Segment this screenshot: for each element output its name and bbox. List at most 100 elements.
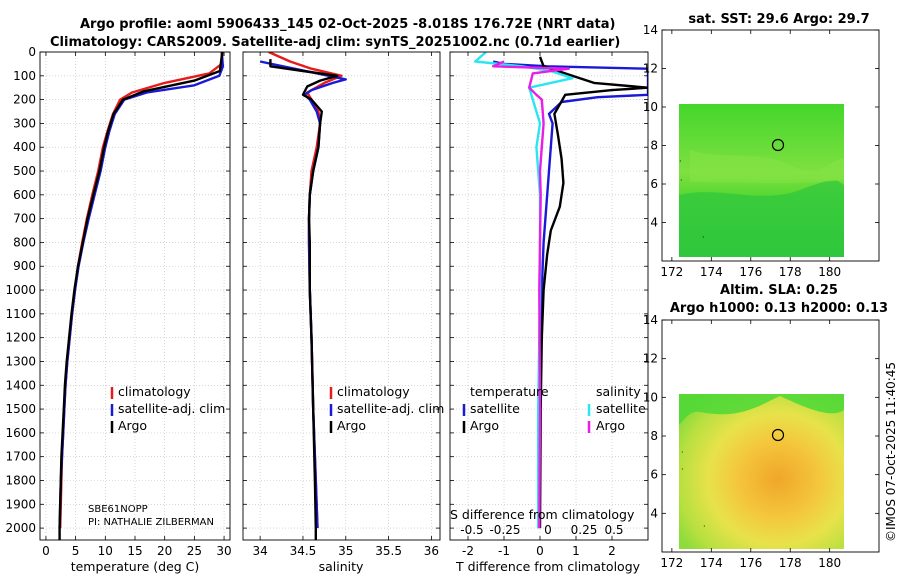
sla-map-title-1: Altim. SLA: 0.25 [720, 283, 838, 298]
y-tick-label: 0 [28, 45, 36, 59]
x-tick-label: 35.5 [375, 544, 402, 558]
sst-map-title: sat. SST: 29.6 Argo: 29.7 [688, 12, 869, 27]
pi-annotation: PI: NATHALIE ZILBERMAN [88, 517, 214, 528]
map-x-tick-label: 178 [779, 265, 802, 279]
t-difference-xlabel: T difference from climatology [455, 559, 641, 574]
map-y-tick-label: 14 [643, 23, 658, 37]
salinity-legend: climatology satellite-adj. clim Argo [329, 384, 444, 433]
map-y-tick-label: 14 [643, 313, 658, 327]
s-tick-label: 0.5 [604, 523, 623, 537]
x-tick-label: 35 [338, 544, 353, 558]
x-tick-label: 34.5 [290, 544, 317, 558]
s-tick-label: 0 [544, 523, 552, 537]
y-tick-label: 1700 [5, 450, 36, 464]
difference-axes-frame [449, 51, 649, 541]
y-tick-label: 400 [13, 140, 36, 154]
imos-timestamp: ©IMOS 07-Oct-2025 11:40:45 [884, 362, 898, 542]
s-tick-label: 0.25 [571, 523, 598, 537]
sla-heatmap-field [679, 394, 844, 549]
sla-map-panel: Altim. SLA: 0.25 Argo h1000: 0.13 h2000:… [643, 283, 888, 570]
y-tick-label: 1300 [5, 354, 36, 368]
legend-label-argo: Argo [118, 418, 147, 433]
series-line-temperature-satellite [492, 60, 648, 529]
map-y-tick-label: 4 [650, 216, 658, 230]
map-y-tick-label: 8 [650, 139, 658, 153]
y-tick-label: 300 [13, 116, 36, 130]
map-x-tick-label: 174 [700, 265, 723, 279]
x-tick-label: 15 [127, 544, 142, 558]
x-tick-label: -2 [462, 544, 474, 558]
x-tick-label: 1 [572, 544, 580, 558]
legend-label-satellite: satellite-adj. clim [118, 401, 225, 416]
y-tick-label: 200 [13, 93, 36, 107]
y-tick-label: 1200 [5, 331, 36, 345]
legend-label-t-satellite: satellite [470, 401, 520, 416]
y-tick-label: 1500 [5, 402, 36, 416]
sst-argo-position-marker [771, 138, 785, 152]
y-tick-label: 1800 [5, 473, 36, 487]
x-tick-label: 0 [536, 544, 544, 558]
legend-label-s-satellite: satellite [596, 401, 646, 416]
map-x-tick-label: 176 [739, 265, 762, 279]
temperature-xlabel: temperature (deg C) [71, 559, 200, 574]
sst-land-mark: · [702, 233, 705, 242]
legend-label-satellite: satellite-adj. clim [337, 401, 444, 416]
map-y-tick-label: 12 [643, 62, 658, 76]
title-line-1: Argo profile: aoml 5906433_145 02-Oct-20… [80, 17, 615, 32]
x-tick-label: 36 [424, 544, 439, 558]
x-tick-label: -1 [498, 544, 510, 558]
x-tick-label: 2 [608, 544, 616, 558]
series-line-satellite-adj-clim [259, 60, 347, 529]
legend-title-temperature: temperature [470, 384, 549, 399]
series-line-satellite-adj-clim [58, 52, 225, 529]
salinity-axes-frame [242, 51, 441, 541]
sst-cool-region [679, 180, 844, 257]
series-line-argo [269, 59, 339, 540]
sla-land-mark: · [681, 465, 684, 474]
temperature-panel: 0100200300400500600700800900100011001200… [5, 45, 231, 574]
map-x-tick-label: 180 [818, 265, 841, 279]
y-tick-label: 1100 [5, 307, 36, 321]
salinity-xlabel: salinity [319, 559, 364, 574]
x-tick-label: 10 [98, 544, 113, 558]
x-tick-label: 25 [187, 544, 202, 558]
s-tick-label: -0.5 [460, 523, 483, 537]
legend-title-salinity: salinity [596, 384, 641, 399]
legend-label-argo: Argo [337, 418, 366, 433]
x-tick-label: 5 [72, 544, 80, 558]
legend-label-s-argo: Argo [596, 418, 625, 433]
map-y-tick-label: 10 [643, 390, 658, 404]
map-x-tick-label: 174 [700, 556, 723, 570]
sla-low-region [679, 394, 844, 425]
difference-panel: -2 -1 0 1 2 S difference from climatology -0… [449, 51, 649, 574]
sla-map-title-2: Argo h1000: 0.13 h2000: 0.13 [670, 301, 888, 316]
map-y-tick-label: 6 [650, 177, 658, 191]
sensor-annotation: SBE61NOPP [88, 504, 148, 515]
y-tick-label: 500 [13, 164, 36, 178]
s-difference-label: S difference from climatology [450, 507, 635, 522]
sst-map-panel: sat. SST: 29.6 Argo: 29.7 · · · 172 174 17… [643, 12, 880, 279]
map-x-tick-label: 180 [818, 556, 841, 570]
map-y-tick-label: 4 [650, 506, 658, 520]
series-line-temperature-argo [538, 56, 648, 529]
y-tick-label: 700 [13, 212, 36, 226]
y-tick-label: 1000 [5, 283, 36, 297]
series-line-salinity-argo [492, 60, 570, 529]
y-tick-label: 2000 [5, 521, 36, 535]
y-tick-label: 1900 [5, 497, 36, 511]
y-tick-label: 100 [13, 69, 36, 83]
s-tick-label: -0.25 [489, 523, 520, 537]
x-tick-label: 0 [42, 544, 50, 558]
map-y-tick-label: 10 [643, 100, 658, 114]
sla-land-mark: · [681, 448, 684, 457]
map-x-tick-label: 178 [779, 556, 802, 570]
map-x-tick-label: 172 [660, 556, 683, 570]
series-line-climatology [59, 52, 224, 529]
sla-argo-position-marker [771, 428, 785, 442]
legend-label-climatology: climatology [337, 384, 410, 399]
x-tick-label: 34 [252, 544, 267, 558]
map-y-tick-label: 6 [650, 468, 658, 482]
map-y-tick-label: 8 [650, 429, 658, 443]
series-line-argo [58, 52, 224, 540]
